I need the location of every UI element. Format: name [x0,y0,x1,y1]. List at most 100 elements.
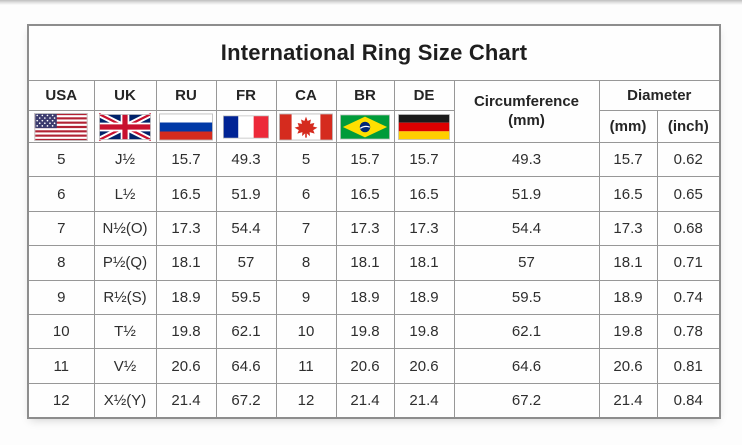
cell-diameter-inch: 0.74 [656,279,721,315]
cell-diameter-inch: 0.84 [656,382,721,419]
cell-diameter-mm: 18.1 [598,245,658,281]
cell-usa: 10 [27,313,95,350]
cell-usa: 7 [27,210,95,247]
cell-circumference-mm: 49.3 [453,141,600,178]
column-header-fr: FR [215,80,277,111]
germany-flag-cell [393,110,455,143]
circumference-label-line1: Circumference [473,92,580,110]
cell-uk: T½ [93,313,157,350]
table-header: International Ring Size Chart USA UK RU … [27,24,721,143]
photo-top-edge [0,0,742,5]
cell-uk: N½(O) [93,210,157,247]
cell-circumference-mm: 54.4 [453,210,600,247]
column-header-usa: USA [27,80,95,111]
cell-diameter-inch: 0.81 [656,348,721,384]
cell-ca: 8 [275,245,337,281]
cell-ca: 12 [275,382,337,419]
cell-diameter-mm: 18.9 [598,279,658,315]
column-header-diameter-inch: (inch) [656,110,721,143]
cell-circumference-mm: 51.9 [453,176,600,212]
cell-ru: 16.5 [155,176,217,212]
cell-diameter-mm: 16.5 [598,176,658,212]
cell-de: 18.9 [393,279,455,315]
cell-circumference-mm: 59.5 [453,279,600,315]
circumference-label-line2: (mm) [508,111,545,129]
cell-br: 16.5 [335,176,395,212]
cell-ru: 21.4 [155,382,217,419]
cell-ru: 20.6 [155,348,217,384]
flag-row: (mm) (inch) [27,110,721,143]
cell-ca: 10 [275,313,337,350]
cell-circumference-mm: 62.1 [453,313,600,350]
cell-usa: 11 [27,348,95,384]
cell-fr: 57 [215,245,277,281]
column-header-uk: UK [93,80,157,111]
uk-flag-cell [93,110,157,143]
cell-usa: 5 [27,141,95,178]
cell-fr: 54.4 [215,210,277,247]
cell-de: 18.1 [393,245,455,281]
cell-ca: 6 [275,176,337,212]
cell-diameter-mm: 15.7 [598,141,658,178]
cell-fr: 59.5 [215,279,277,315]
canada-flag-icon [279,113,333,141]
column-header-circumference: Circumference (mm) [453,80,600,143]
cell-diameter-mm: 20.6 [598,348,658,384]
cell-fr: 51.9 [215,176,277,212]
cell-diameter-inch: 0.62 [656,141,721,178]
russia-flag-icon [159,113,213,141]
france-flag-icon [223,115,269,139]
cell-br: 19.8 [335,313,395,350]
page-title: International Ring Size Chart [27,24,721,81]
cell-de: 17.3 [393,210,455,247]
cell-uk: L½ [93,176,157,212]
brazil-flag-icon [340,114,390,140]
france-flag-cell [215,110,277,143]
cell-diameter-inch: 0.68 [656,210,721,247]
cell-ru: 19.8 [155,313,217,350]
column-header-ru: RU [155,80,217,111]
brazil-flag-cell [335,110,395,143]
cell-diameter-mm: 21.4 [598,382,658,419]
cell-uk: R½(S) [93,279,157,315]
cell-ru: 17.3 [155,210,217,247]
cell-ru: 15.7 [155,141,217,178]
cell-diameter-mm: 17.3 [598,210,658,247]
cell-de: 16.5 [393,176,455,212]
cell-diameter-inch: 0.71 [656,245,721,281]
column-header-de: DE [393,80,455,111]
cell-usa: 6 [27,176,95,212]
russia-flag-cell [155,110,217,143]
title-row: International Ring Size Chart [27,24,721,81]
table-row: 7 N½(O) 17.3 54.4 7 17.3 17.3 54.4 17.3 0.68 [27,210,721,247]
column-header-diameter-mm: (mm) [598,110,658,143]
cell-de: 21.4 [393,382,455,419]
cell-ru: 18.9 [155,279,217,315]
cell-circumference-mm: 57 [453,245,600,281]
table-row: 5 J½ 15.7 49.3 5 15.7 15.7 49.3 15.7 0.62 [27,141,721,178]
country-header-row: USA UK RU FR CA BR DE Circumference (mm)… [27,80,721,143]
cell-uk: V½ [93,348,157,384]
table-row: 12 X½(Y) 21.4 67.2 12 21.4 21.4 67.2 21.4 0.84 [27,382,721,419]
cell-de: 19.8 [393,313,455,350]
cell-fr: 49.3 [215,141,277,178]
cell-br: 18.1 [335,245,395,281]
cell-fr: 67.2 [215,382,277,419]
cell-ru: 18.1 [155,245,217,281]
cell-uk: X½(Y) [93,382,157,419]
cell-uk: P½(Q) [93,245,157,281]
germany-flag-icon [398,114,450,140]
table-row: 10 T½ 19.8 62.1 10 19.8 19.8 62.1 19.8 0.78 [27,313,721,350]
cell-diameter-inch: 0.78 [656,313,721,350]
table-row: 8 P½(Q) 18.1 57 8 18.1 18.1 57 18.1 0.71 [27,245,721,281]
cell-br: 17.3 [335,210,395,247]
cell-de: 20.6 [393,348,455,384]
ring-size-table: International Ring Size Chart USA UK RU … [27,24,722,420]
table-row: 9 R½(S) 18.9 59.5 9 18.9 18.9 59.5 18.9 0.74 [27,279,721,315]
cell-circumference-mm: 64.6 [453,348,600,384]
uk-flag-icon [99,113,151,141]
column-header-ca: CA [275,80,337,111]
canada-flag-cell [275,110,337,143]
cell-circumference-mm: 67.2 [453,382,600,419]
